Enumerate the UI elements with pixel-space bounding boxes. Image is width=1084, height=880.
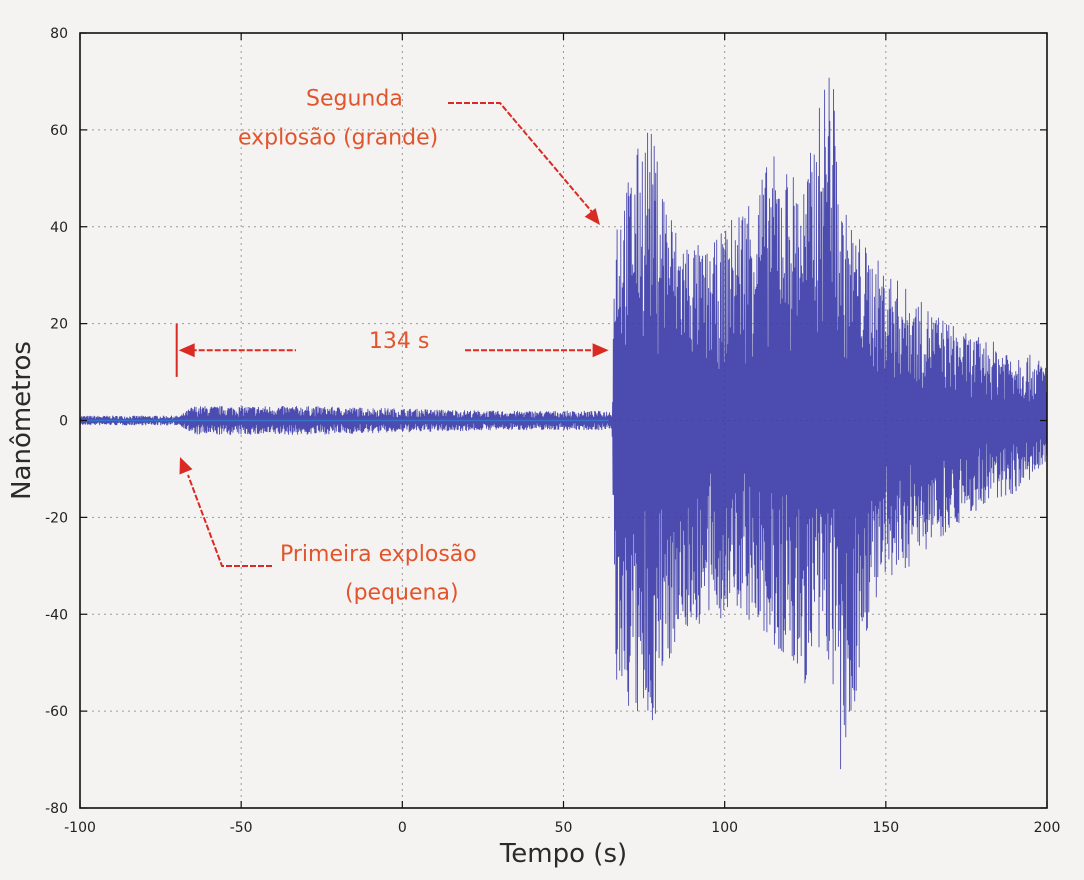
- y-tick-label: 0: [59, 414, 68, 430]
- x-tick-label: 100: [711, 820, 738, 836]
- first-explosion-arrow: [187, 474, 272, 567]
- signal-trace: [79, 77, 1048, 770]
- annotation-first-explosion-line1: Primeira explosão: [280, 542, 477, 567]
- y-tick-label: 60: [50, 123, 68, 139]
- y-tick-label: -40: [45, 607, 68, 623]
- x-tick-label: -50: [230, 820, 253, 836]
- y-tick-label: 20: [50, 317, 68, 333]
- arrowhead: [179, 457, 193, 475]
- x-tick-label: -100: [64, 820, 96, 836]
- ticks: -100 -50 0 50 100 150 200 -80 -60 -40 -20 0 20 40 60 80: [45, 26, 1060, 836]
- x-tick-label: 50: [555, 820, 573, 836]
- arrowhead: [178, 343, 195, 358]
- y-tick-label: -80: [45, 801, 68, 817]
- signal-series: [79, 77, 1048, 770]
- y-tick-label: -60: [45, 704, 68, 720]
- second-explosion-arrow: [448, 102, 593, 213]
- y-tick-label: 40: [50, 220, 68, 236]
- annotation-first-explosion-line2: (pequena): [345, 581, 459, 606]
- annotation-interval: 134 s: [369, 329, 429, 354]
- x-tick-label: 0: [398, 820, 407, 836]
- arrowhead: [584, 208, 600, 225]
- x-axis-title: Tempo (s): [499, 839, 627, 869]
- y-tick-label: 80: [50, 26, 68, 42]
- x-tick-label: 150: [872, 820, 899, 836]
- annotation-second-explosion-line2: explosão (grande): [238, 125, 438, 150]
- annotation-second-explosion-line1: Segunda: [306, 87, 403, 112]
- annotation-arrows: [175, 102, 609, 567]
- arrowhead: [592, 343, 609, 358]
- y-axis-title: Nanômetros: [7, 341, 37, 500]
- x-tick-label: 200: [1034, 820, 1061, 836]
- y-tick-label: -20: [45, 510, 68, 526]
